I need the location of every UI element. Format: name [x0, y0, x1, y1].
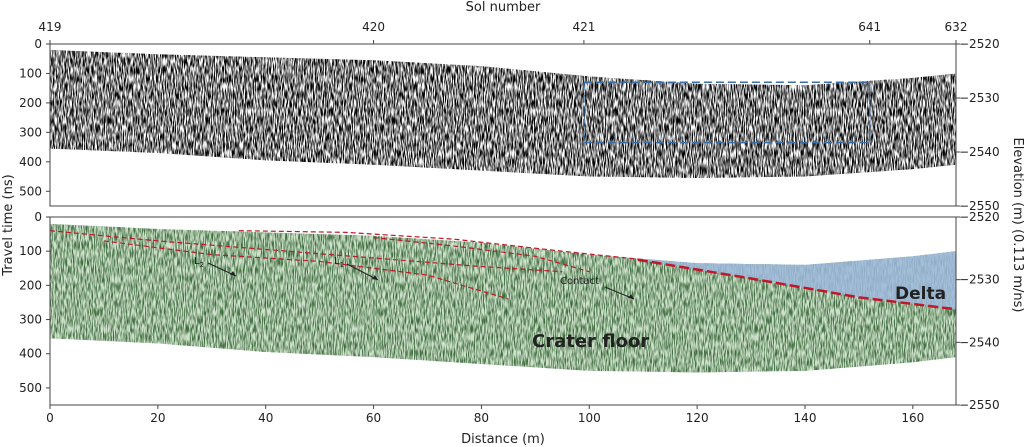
- label-contact: Contact: [560, 276, 599, 287]
- x-axis-label: Distance (m): [461, 432, 545, 447]
- y2-tick-label: −2550: [959, 199, 1000, 213]
- contact-line: [637, 258, 957, 311]
- y-tick-label: 100: [19, 66, 42, 80]
- y2-tick-label: −2540: [959, 145, 1000, 159]
- bottom-x-ticks: 0 20 40 60 80 100 120 140 160: [46, 405, 924, 425]
- y-tick-label: 0: [34, 210, 42, 224]
- sol-tick-labels: 419 420 421 641 632: [39, 20, 968, 44]
- highlight-box: [583, 81, 871, 144]
- top-y2-ticks: −2520 −2530 −2540 −2550: [956, 37, 1000, 213]
- reflector-line: [373, 236, 590, 273]
- x-tick-label: 20: [150, 411, 165, 425]
- top-panel: 0 100 200 300 400 500 −2520 −2530 −2540 −2550: [19, 37, 1000, 213]
- arrowhead-l1: [372, 275, 378, 280]
- y-tick-label: 200: [19, 96, 42, 110]
- label-delta: Delta: [895, 284, 946, 304]
- x-tick-label: 0: [46, 411, 54, 425]
- top-panel-frame: [49, 43, 957, 207]
- reflector-lines: [49, 230, 644, 300]
- bottom-panel-frame: [49, 216, 957, 406]
- y2-tick-label: −2530: [959, 91, 1000, 105]
- arrowhead-l2: [230, 271, 236, 276]
- y2-tick-label: −2550: [959, 398, 1000, 412]
- bottom-y2-ticks: −2520 −2530 −2540 −2550: [956, 210, 1000, 412]
- y2-tick-label: −2520: [959, 37, 1000, 51]
- y-tick-label: 500: [19, 184, 42, 198]
- y2-tick-label: −2540: [959, 335, 1000, 349]
- y-tick-label: 300: [19, 125, 42, 139]
- x-tick-label: 120: [686, 411, 709, 425]
- x-tick-label: 80: [474, 411, 489, 425]
- y2-tick-label: −2520: [959, 210, 1000, 224]
- x-tick-label: 60: [366, 411, 381, 425]
- y-tick-label: 200: [19, 278, 42, 292]
- top-radar-texture: [50, 49, 956, 179]
- y-tick-label: 400: [19, 347, 42, 361]
- y2-tick-label: −2530: [959, 273, 1000, 287]
- label-crater-floor: Crater floor: [532, 331, 649, 352]
- x-tick-label: 140: [794, 411, 817, 425]
- arrow-l1: [346, 263, 379, 281]
- y-tick-label: 0: [34, 37, 42, 51]
- y-tick-label: 300: [19, 313, 42, 327]
- reflector-line: [49, 230, 563, 273]
- reflector-line: [103, 240, 509, 300]
- y-tick-label: 400: [19, 155, 42, 169]
- top-y-ticks: 0 100 200 300 400 500: [19, 37, 50, 198]
- sol-number-label: Sol number: [466, 0, 541, 15]
- y-tick-label: 500: [19, 381, 42, 395]
- sol-tick-label: 419: [39, 20, 62, 34]
- sol-tick-label: 421: [572, 20, 595, 34]
- bottom-panel: 0 100 200 300 400 500 −2520 −2530 −2540 −2550 0 2…: [19, 210, 1000, 425]
- label-l1: L1: [334, 256, 344, 269]
- x-tick-label: 100: [578, 411, 601, 425]
- y-axis-label: Travel time (ns): [1, 174, 16, 276]
- sol-tick-label: 632: [945, 20, 968, 34]
- sol-tick-label: 420: [362, 20, 385, 34]
- y-tick-label: 100: [19, 244, 42, 258]
- arrowhead-contact: [628, 294, 634, 299]
- x-tick-label: 40: [258, 411, 273, 425]
- label-l2: L2: [194, 256, 204, 269]
- x-tick-label: 160: [901, 411, 924, 425]
- sol-tick-label: 641: [858, 20, 881, 34]
- bottom-y-ticks: 0 100 200 300 400 500: [19, 210, 50, 395]
- y2-axis-label: Elevation (m) (0.113 m/ns): [1010, 137, 1024, 312]
